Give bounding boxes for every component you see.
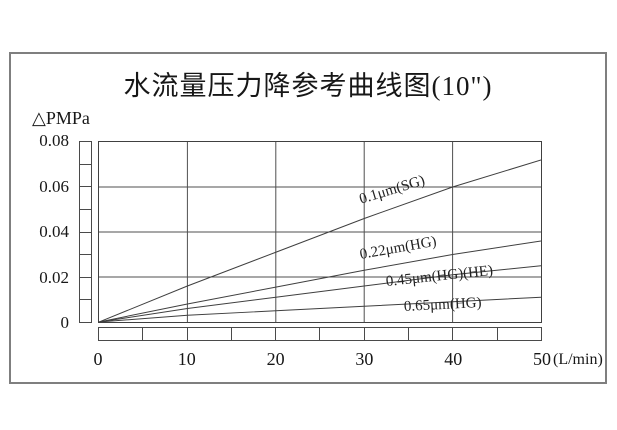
x-axis-ruler-strip	[98, 327, 542, 341]
x-ruler-segment	[276, 328, 321, 340]
curve-0.1μm(SG)	[99, 159, 541, 322]
y-axis-ruler-strip	[79, 141, 92, 323]
x-ruler-segment	[498, 328, 541, 340]
curves-and-gridlines	[99, 142, 541, 322]
y-tick-label: 0.04	[39, 222, 69, 241]
curve-0.22μm(HG)	[99, 240, 541, 322]
y-ruler-segment	[80, 187, 91, 210]
y-axis-unit-label: △PMPa	[32, 108, 90, 128]
y-tick-label: 0.02	[39, 267, 69, 287]
x-ruler-segment	[365, 328, 410, 340]
y-ruler-segment	[80, 278, 91, 301]
y-ruler-segment	[80, 233, 91, 256]
x-ruler-segment	[99, 328, 144, 340]
x-ruler-segment	[232, 328, 277, 340]
x-ruler-segment	[453, 328, 498, 340]
curve-0.65μm(HG)	[99, 296, 541, 322]
x-tick-label: 50	[533, 349, 551, 369]
y-tick-label: 0.06	[39, 176, 69, 196]
x-tick-label: 10	[177, 349, 196, 369]
x-tick-label: 30	[355, 349, 374, 369]
x-axis-unit-label: (L/min)	[553, 351, 603, 368]
x-tick-label: 40	[444, 349, 463, 369]
y-ruler-segment	[80, 210, 91, 233]
y-ruler-segment	[80, 300, 91, 322]
y-ruler-segment	[80, 165, 91, 188]
x-ruler-segment	[320, 328, 365, 340]
chart-frame: 水流量压力降参考曲线图(10") △PMPa 0 0.02 0.04 0.06 0.08…	[9, 52, 607, 384]
y-tick-label: 0	[60, 313, 70, 332]
curve-0.45μm(HG)(HE)	[99, 265, 541, 322]
x-ruler-segment	[409, 328, 454, 340]
y-ruler-segment	[80, 142, 91, 165]
chart-title: 水流量压力降参考曲线图(10")	[123, 71, 493, 101]
x-tick-label: 0	[93, 349, 103, 369]
x-tick-label: 20	[266, 349, 285, 369]
plot-area: 0.1μm(SG) 0.22μm(HG) 0.45μm(HG)(HE) 0.65…	[98, 141, 542, 323]
x-ruler-segment	[143, 328, 188, 340]
y-tick-label: 0.08	[39, 131, 69, 150]
x-ruler-segment	[188, 328, 232, 340]
y-ruler-segment	[80, 255, 91, 278]
